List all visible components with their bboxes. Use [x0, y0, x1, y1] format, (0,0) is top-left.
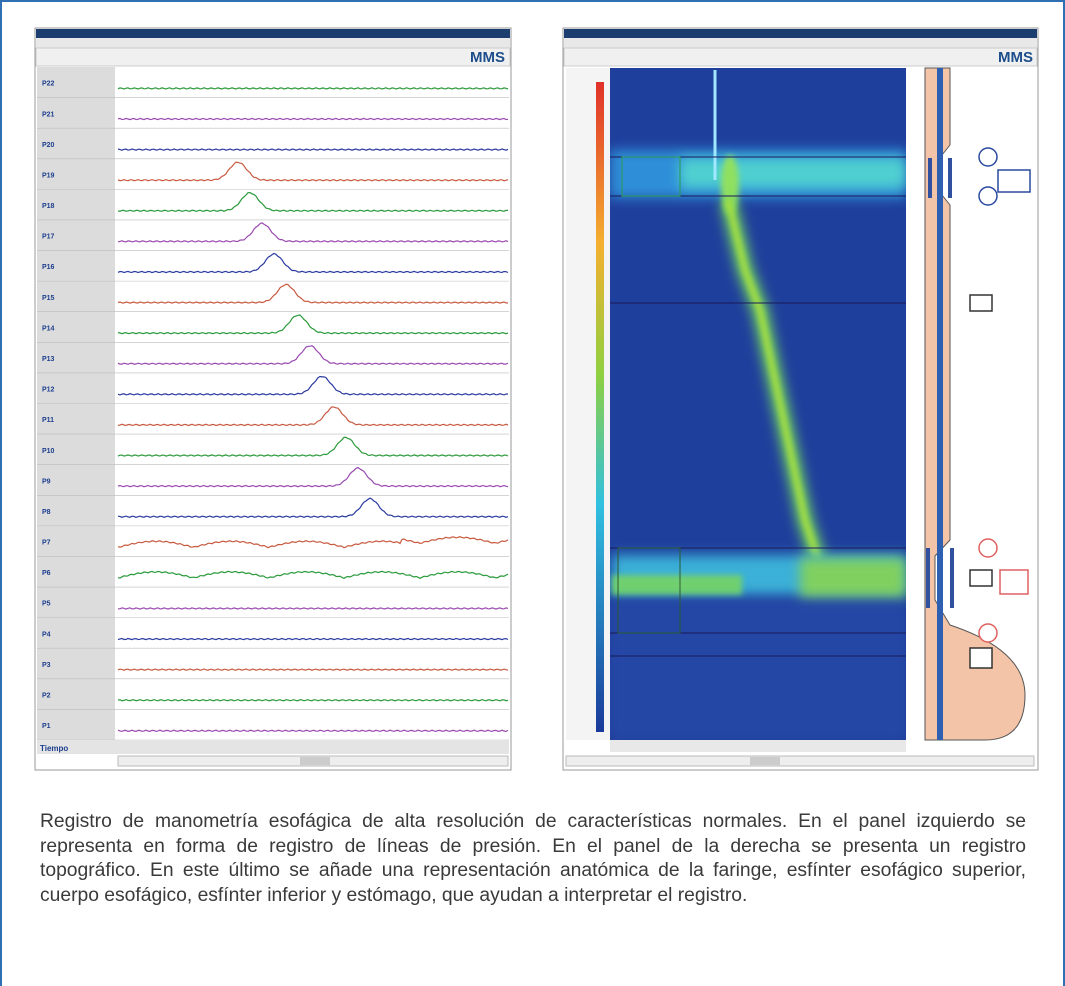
- footer-label: Tiempo: [40, 744, 68, 753]
- figure: MMS P22 P21 P20 P19 P18 P17 P16 P15 P14 P13 P12 P11…: [0, 0, 1065, 800]
- channel-label: P21: [42, 111, 55, 118]
- left-screenshot: MMS P22 P21 P20 P19 P18 P17 P16 P15 P14 P13 P12 P11…: [35, 28, 511, 770]
- channel-label: P8: [42, 509, 51, 516]
- right-screenshot: MMS: [563, 28, 1038, 770]
- channel-label: P18: [42, 203, 55, 210]
- channel-label: P4: [42, 631, 51, 638]
- channel-label: P11: [42, 417, 54, 424]
- logo: MMS: [470, 49, 505, 66]
- channel-label: P15: [42, 295, 55, 302]
- logo: MMS: [998, 49, 1033, 66]
- channel-label: P7: [42, 540, 51, 547]
- channel-label: P14: [42, 325, 55, 332]
- pressure-trace: [118, 118, 508, 119]
- channel-label: P5: [42, 601, 51, 608]
- channel-label: P22: [42, 81, 55, 88]
- page: MMS P22 P21 P20 P19 P18 P17 P16 P15 P14 P13 P12 P11…: [0, 0, 1065, 984]
- channel-label: P12: [42, 387, 55, 394]
- channel-label: P1: [42, 723, 51, 730]
- channel-label: P20: [42, 142, 55, 149]
- channel-label: P17: [42, 234, 55, 241]
- channel-label: P2: [42, 692, 51, 699]
- channel-label: P19: [42, 172, 55, 179]
- channel-label: P6: [42, 570, 51, 577]
- channel-label: P13: [42, 356, 55, 363]
- caption: Registro de manometría esofágica de alta…: [40, 810, 1026, 908]
- channel-label: P9: [42, 478, 51, 485]
- channel-label: P16: [42, 264, 55, 271]
- channel-label: P3: [42, 662, 51, 669]
- channel-label: P10: [42, 448, 55, 455]
